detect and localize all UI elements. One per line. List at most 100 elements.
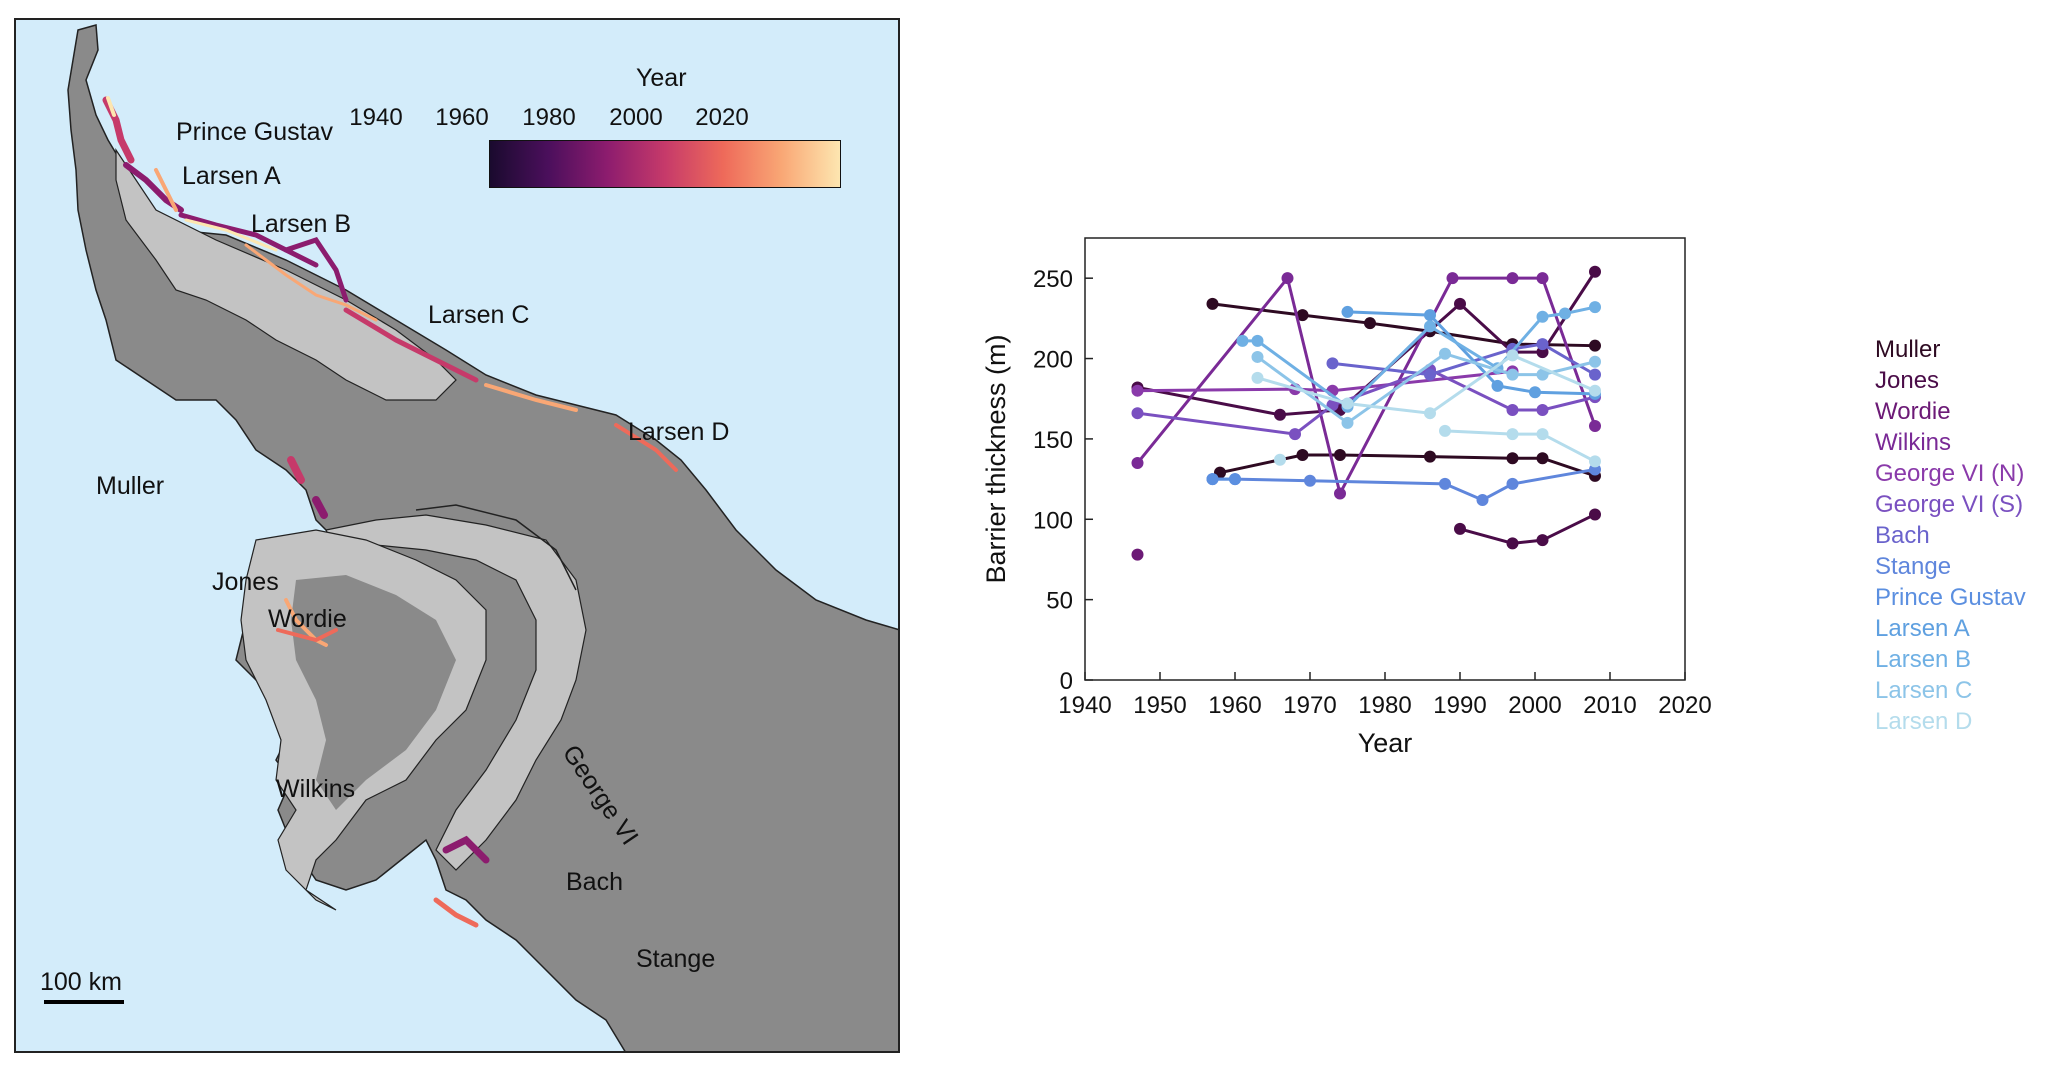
data-point-wilkins	[1589, 420, 1601, 433]
data-point-larsen-a	[1341, 305, 1354, 318]
data-point-larsen-c	[1341, 416, 1354, 429]
data-point-muller	[1506, 452, 1519, 465]
data-point-wilkins	[1506, 272, 1519, 285]
scale-bar	[44, 1000, 124, 1004]
data-point-jones	[1536, 534, 1549, 547]
legend-item: Wilkins	[1875, 429, 1951, 456]
x-tick-label: 2010	[1583, 692, 1636, 719]
data-point-larsen-b	[1559, 307, 1571, 320]
series-line-stange	[1212, 467, 1596, 502]
data-point-george-vi-s	[1289, 428, 1301, 441]
x-tick-label: 2020	[1658, 692, 1711, 719]
data-point-wilkins	[1334, 487, 1346, 500]
colorbar-tick: 1980	[522, 104, 576, 131]
data-point-stange	[1506, 477, 1519, 490]
data-point-larsen-a	[1491, 379, 1504, 392]
data-point-muller	[1206, 297, 1219, 310]
legend-item: Jones	[1875, 367, 1940, 394]
data-point-larsen-d	[1506, 349, 1519, 362]
x-tick-label: 1970	[1283, 692, 1336, 719]
colorbar-tick: 1940	[349, 104, 403, 131]
series-line-jones	[1459, 513, 1596, 545]
data-point-wilkins	[1281, 272, 1294, 285]
data-point-larsen-c	[1251, 350, 1264, 363]
x-axis-label: Year	[1358, 728, 1413, 758]
data-point-larsen-d	[1274, 453, 1286, 466]
data-point-larsen-d	[1536, 428, 1549, 441]
y-tick-label: 0	[1060, 668, 1073, 695]
label-larsen-c: Larsen C	[428, 301, 530, 329]
data-point-larsen-d	[1589, 384, 1601, 397]
label-muller: Muller	[96, 472, 165, 500]
x-axis-ticks: 1940 1950 1960 1970 1980 1990 2000 2010 2020	[1058, 672, 1712, 719]
data-point-larsen-a	[1424, 309, 1436, 322]
data-point-larsen-c	[1506, 368, 1519, 381]
legend-item: Larsen D	[1875, 708, 1973, 735]
ice-shelf-outline	[415, 504, 577, 591]
data-point-george-vi-s	[1131, 407, 1144, 420]
data-point-muller	[1364, 317, 1376, 330]
data-point-muller	[1424, 450, 1436, 463]
data-point-wilkins	[1131, 457, 1144, 470]
label-jones: Jones	[212, 568, 279, 596]
legend-item: George VI (N)	[1875, 460, 2025, 487]
colorbar-tick: 2000	[609, 104, 663, 131]
y-tick-label: 150	[1033, 427, 1073, 454]
data-point-larsen-d	[1424, 407, 1436, 420]
data-point-larsen-b	[1236, 334, 1249, 347]
data-point-larsen-b	[1424, 320, 1436, 333]
legend-item: Larsen C	[1875, 677, 1973, 704]
thickness-chart: 0 50 100 150 200 250 1940 1950 1960 1970 1980 1990…	[981, 237, 1712, 758]
data-point-wordie	[1131, 548, 1144, 561]
data-point-larsen-d	[1341, 397, 1354, 410]
data-point-muller	[1296, 309, 1309, 322]
y-tick-label: 250	[1033, 266, 1073, 293]
series-line-george-vi-n	[1137, 369, 1513, 393]
series-line-muller	[1212, 302, 1596, 348]
legend-item: Muller	[1875, 336, 1941, 363]
label-prince-gustav: Prince Gustav	[176, 118, 334, 146]
data-point-stange	[1476, 493, 1489, 506]
legend-item: Wordie	[1875, 398, 1951, 425]
peninsula-map	[67, 24, 898, 1051]
data-point-larsen-a	[1529, 386, 1541, 399]
legend-item: Stange	[1875, 553, 1952, 580]
data-point-bach	[1536, 338, 1549, 351]
data-point-bach	[1326, 357, 1339, 370]
data-point-jones	[1454, 522, 1466, 535]
colorbar	[489, 140, 841, 188]
data-point-jones	[1506, 537, 1519, 550]
legend-item: Prince Gustav	[1875, 584, 2026, 611]
data-point-prince-gustav	[1206, 473, 1219, 486]
data-point-wilkins	[1536, 272, 1549, 285]
x-tick-label: 2000	[1508, 692, 1561, 719]
data-point-larsen-d	[1589, 455, 1601, 468]
label-bach: Bach	[566, 868, 623, 896]
data-point-jones	[1274, 408, 1286, 421]
data-point-larsen-c	[1439, 347, 1451, 360]
y-axis-ticks: 0 50 100 150 200 250	[1033, 266, 1093, 695]
data-point-muller	[1589, 339, 1601, 352]
label-larsen-b: Larsen B	[251, 210, 352, 238]
data-point-larsen-d	[1251, 371, 1264, 384]
data-point-prince-gustav	[1229, 473, 1241, 486]
y-axis-label: Barrier thickness (m)	[981, 334, 1011, 583]
label-larsen-a: Larsen A	[182, 162, 281, 190]
data-point-george-vi-n	[1131, 384, 1144, 397]
data-point-jones	[1589, 265, 1601, 278]
label-stange: Stange	[636, 945, 716, 973]
data-point-larsen-c	[1536, 368, 1549, 381]
legend-item: Larsen B	[1875, 646, 1972, 673]
data-point-jones	[1589, 508, 1601, 521]
ice-front-lines	[102, 96, 678, 928]
y-tick-label: 50	[1046, 588, 1073, 615]
label-wordie: Wordie	[268, 605, 347, 633]
colorbar-tick: 1960	[435, 104, 489, 131]
series-layer	[1131, 265, 1601, 561]
data-point-wilkins	[1446, 272, 1459, 285]
data-point-larsen-b	[1589, 301, 1601, 314]
label-wilkins: Wilkins	[276, 775, 356, 803]
data-point-larsen-b	[1536, 310, 1549, 323]
data-point-stange	[1439, 477, 1451, 490]
data-point-muller	[1536, 452, 1549, 465]
